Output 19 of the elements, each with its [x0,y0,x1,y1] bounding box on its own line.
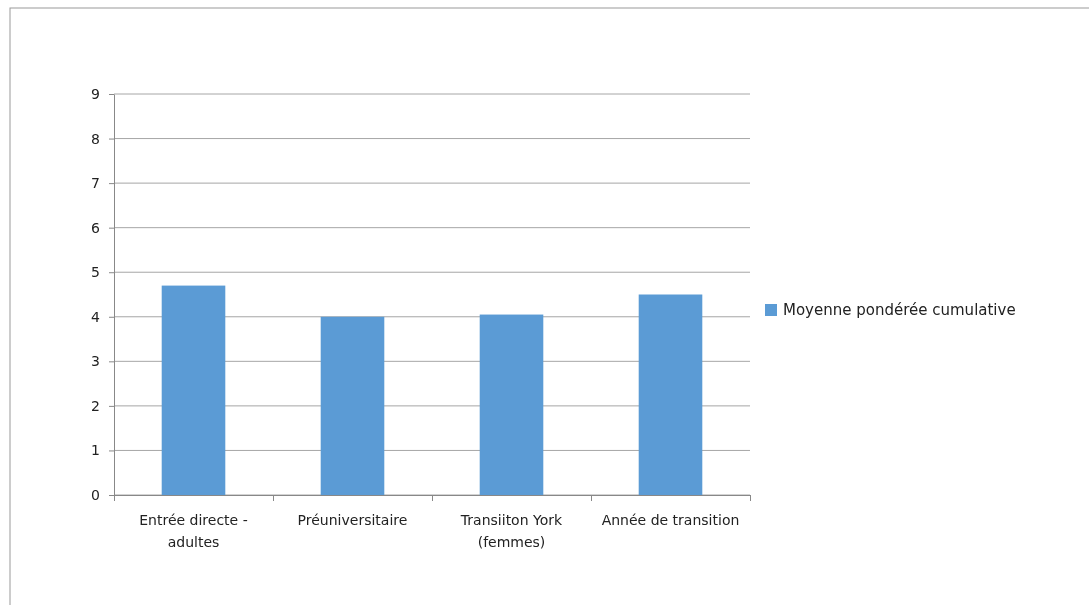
legend-label: Moyenne pondérée cumulative [783,301,1016,319]
bar [638,294,703,495]
y-tick-label: 0 [91,486,100,503]
y-tick-label: 2 [91,397,100,414]
y-tick-label: 1 [91,442,100,459]
x-tick-label: Entrée directe - adultes [139,512,248,550]
y-tick-label: 6 [91,219,101,236]
y-tick-label: 9 [91,85,100,102]
y-tick-label: 5 [91,264,100,281]
x-tick-label: Préuniversitaire [297,512,408,528]
y-tick-label: 8 [91,130,100,147]
bar [479,314,544,495]
bar [161,285,226,495]
x-tick-label: Transiiton York (femmes) [459,512,564,550]
y-tick-label: 7 [91,175,100,192]
y-tick-label: 3 [91,353,100,370]
x-tick-label: Année de transition [601,512,740,528]
bar [320,316,385,495]
y-tick-label: 4 [91,308,101,325]
